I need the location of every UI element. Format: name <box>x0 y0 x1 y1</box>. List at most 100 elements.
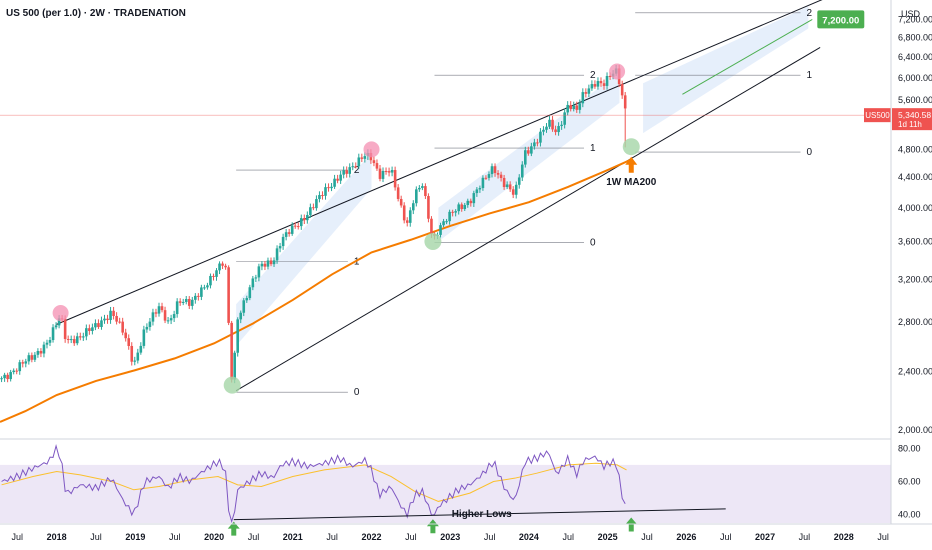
rsi-layer: Higher Lows <box>1 443 726 536</box>
candle-up <box>309 207 312 216</box>
candle-down <box>402 205 406 221</box>
candle-up <box>566 104 569 113</box>
fib-level-layer: 0 1 2 0 1 2 0 1 2 <box>236 8 812 398</box>
rsi-tick-label: 60.00 <box>898 477 921 487</box>
candle-up <box>27 355 31 362</box>
candle-down <box>321 195 324 197</box>
time-tick-label: Jul <box>799 532 811 542</box>
time-tick-label: 2027 <box>755 532 775 542</box>
candle-up <box>557 126 560 133</box>
projection-zone <box>438 72 620 242</box>
time-tick-label: 2024 <box>519 532 539 542</box>
rsi-band <box>0 464 891 523</box>
candle-down <box>287 232 291 234</box>
candle-up <box>487 174 491 178</box>
candle-down <box>121 321 124 333</box>
price-tick-label: 4,000.00 <box>898 203 932 213</box>
channel-layer <box>56 0 823 392</box>
time-tick-label: 2025 <box>598 532 618 542</box>
candle-up <box>381 170 385 179</box>
up-arrow-icon <box>625 517 638 532</box>
candle-up <box>33 354 37 360</box>
candle-up <box>94 323 97 328</box>
candle-down <box>88 328 91 332</box>
candle-up <box>415 189 418 204</box>
candle-down <box>296 226 300 228</box>
candle-up <box>348 167 352 174</box>
candle-up <box>563 112 566 125</box>
candle-up <box>236 319 240 353</box>
candle-down <box>484 177 488 179</box>
candle-up <box>254 277 258 279</box>
candle-layer <box>0 64 627 384</box>
fib-level-label: 2 <box>590 70 596 81</box>
candle-up <box>275 248 279 261</box>
price-tick-label: 3,600.00 <box>898 237 932 247</box>
candle-down <box>327 187 330 189</box>
candle-down <box>536 142 539 144</box>
candle-up <box>363 156 367 159</box>
projection-zone <box>236 152 372 346</box>
candle-down <box>6 374 9 380</box>
candle-up <box>148 321 152 327</box>
candle-up <box>605 75 609 86</box>
candle-up <box>181 301 185 303</box>
candle-up <box>284 232 288 237</box>
candle-up <box>572 105 576 110</box>
candle-up <box>330 186 333 189</box>
current-price-tag <box>892 108 932 131</box>
candle-up <box>533 142 536 147</box>
candle-down <box>384 170 388 172</box>
time-tick-label: 2026 <box>676 532 696 542</box>
candle-down <box>502 177 506 188</box>
candle-down <box>63 318 67 339</box>
time-tick-label: 2028 <box>834 532 854 542</box>
time-tick-label: 2018 <box>47 532 67 542</box>
top-marker-circle <box>609 63 626 80</box>
candle-down <box>551 119 554 130</box>
candle-down <box>78 336 82 338</box>
candle-down <box>30 355 34 360</box>
time-tick-label: Jul <box>12 532 24 542</box>
candle-down <box>127 338 131 346</box>
candle-down <box>221 263 224 266</box>
rsi-tick-label: 80.00 <box>898 443 921 453</box>
candle-up <box>215 270 218 277</box>
candle-up <box>166 320 170 322</box>
candle-down <box>312 207 315 209</box>
candle-down <box>493 166 497 174</box>
candle-up <box>151 312 155 322</box>
candle-up <box>209 275 212 286</box>
candle-down <box>160 306 164 311</box>
candle-up <box>85 328 88 337</box>
candle-down <box>405 220 409 223</box>
candle-down <box>378 168 382 179</box>
candle-up <box>206 285 209 288</box>
candle-up <box>233 352 236 380</box>
candle-up <box>442 221 445 226</box>
target-label-box <box>817 10 865 29</box>
time-axis[interactable]: Jul 2018 Jul 2019 Jul 2020 Jul 2021 Jul 2022 Jul 20… <box>12 532 889 542</box>
candle-up <box>545 126 548 130</box>
rsi-tick-label: 40.00 <box>898 510 921 520</box>
candle-up <box>421 186 424 188</box>
price-tick-label: 2,800.00 <box>898 317 932 327</box>
channel-upper-line <box>56 0 823 325</box>
channel-lower-line <box>235 47 821 392</box>
ma200-line <box>0 158 632 423</box>
ticker-label: US500 <box>865 111 890 120</box>
price-axis[interactable]: 2,000.00 2,400.00 2,800.00 3,200.00 3,600.00… <box>898 14 932 519</box>
candle-up <box>357 157 361 167</box>
candle-down <box>511 189 515 195</box>
candle-up <box>418 187 421 190</box>
rsi-line <box>1 443 626 524</box>
time-tick-label: 2019 <box>125 532 145 542</box>
candle-up <box>190 299 194 306</box>
candle-up <box>45 342 49 345</box>
candle-up <box>133 360 137 362</box>
candle-up <box>299 218 303 227</box>
candle-down <box>424 186 427 197</box>
candle-down <box>112 310 115 316</box>
